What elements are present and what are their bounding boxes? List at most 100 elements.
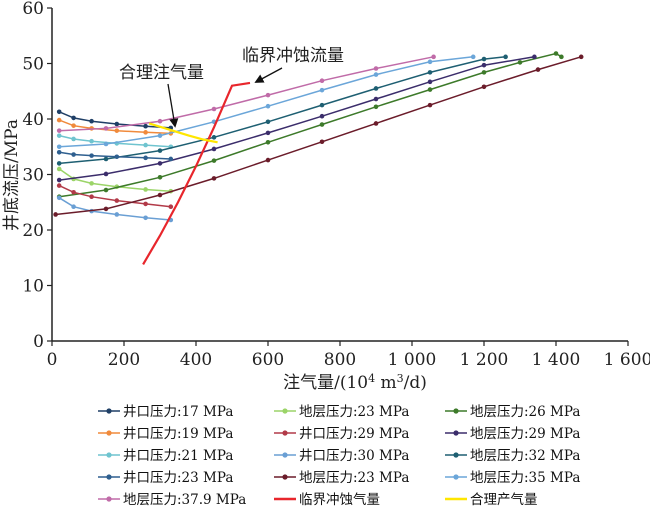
data-point — [89, 194, 94, 199]
y-tick-label: 20 — [22, 221, 44, 241]
data-point — [427, 70, 433, 75]
data-point — [373, 66, 379, 71]
data-point — [56, 133, 62, 138]
data-point — [56, 195, 62, 201]
legend-marker — [106, 496, 112, 502]
data-point — [71, 204, 76, 209]
data-point — [470, 54, 476, 60]
series — [53, 54, 584, 217]
legend-marker — [106, 452, 112, 458]
data-point — [143, 215, 148, 221]
legend-marker — [282, 430, 288, 436]
data-point — [89, 153, 94, 158]
data-point — [211, 106, 217, 112]
data-point — [71, 189, 76, 195]
series-layer — [53, 51, 584, 265]
data-point — [265, 130, 271, 136]
data-point — [265, 157, 271, 163]
series — [56, 183, 174, 209]
data-point — [265, 140, 271, 145]
legend-marker — [282, 452, 288, 458]
legend-marker — [106, 474, 112, 480]
legend-entry: 临界冲蚀气量 — [274, 492, 380, 508]
legend-label: 地层压力:29 MPa — [470, 426, 580, 442]
data-point — [157, 192, 163, 198]
data-point — [114, 121, 120, 127]
data-point — [319, 102, 325, 108]
data-point — [143, 201, 148, 207]
data-point — [481, 62, 487, 68]
legend-label: 地层压力:37.9 MPa — [123, 492, 246, 508]
annotation-arrow-erosion — [254, 67, 283, 83]
series — [148, 122, 218, 144]
legend-marker — [453, 474, 459, 480]
legend-label: 地层压力:32 MPa — [470, 448, 580, 464]
data-point — [517, 60, 523, 65]
legend-marker — [106, 408, 112, 414]
data-point — [56, 161, 62, 166]
legend-entry: 地层压力:23 MPa — [274, 470, 409, 486]
data-point — [481, 84, 487, 90]
series — [56, 51, 564, 199]
data-point — [319, 78, 325, 84]
series-line — [59, 56, 506, 165]
data-point — [427, 102, 433, 108]
data-point — [373, 72, 379, 77]
legend-entry: 地层压力:32 MPa — [445, 448, 580, 464]
data-point — [56, 166, 62, 172]
series — [56, 54, 508, 166]
data-point — [89, 181, 94, 186]
data-point — [427, 59, 433, 65]
x-tick-label: 800 — [324, 350, 356, 370]
data-point — [373, 104, 379, 110]
data-point — [373, 96, 379, 102]
legend-entry: 井口压力:23 MPa — [98, 470, 233, 486]
data-point — [319, 122, 325, 127]
legend-marker — [106, 430, 112, 436]
data-point — [373, 86, 379, 91]
series-line — [58, 111, 171, 129]
x-tick-label: 400 — [180, 350, 212, 370]
y-tick-label: 40 — [22, 110, 44, 130]
y-axis-title: 井底流压/MPa — [2, 119, 22, 231]
legend-label: 井口压力:23 MPa — [123, 470, 233, 486]
data-point — [114, 154, 120, 160]
legend-entry: 地层压力:37.9 MPa — [98, 492, 246, 508]
legend-label: 地层压力:23 MPa — [299, 470, 409, 486]
legend-label: 临界冲蚀气量 — [299, 492, 380, 508]
series-line — [58, 184, 171, 208]
x-axis-title: 注气量/(104 m3/d) — [283, 372, 427, 393]
data-point — [103, 171, 109, 177]
legend-label: 合理产气量 — [470, 492, 538, 508]
annotation-arrow-optimal — [167, 83, 179, 128]
annotation-critical-erosion: 临界冲蚀流量 — [242, 46, 344, 66]
y-tick-label: 50 — [22, 55, 44, 75]
y-tick-label: 0 — [33, 332, 44, 352]
x-tick-label: 1 400 — [532, 350, 581, 370]
series — [56, 166, 174, 194]
data-point — [103, 187, 109, 193]
axes-layer: 0 200 400 600 800 1 000 1 200 1 400 1 600 0 10 20 30… — [22, 0, 650, 370]
data-point — [56, 117, 62, 123]
x-tick-label: 0 — [47, 350, 58, 370]
data-point — [265, 119, 271, 125]
data-point — [157, 174, 163, 180]
data-point — [211, 176, 217, 181]
data-point — [265, 103, 271, 109]
data-point — [103, 141, 109, 147]
legend-entry: 地层压力:29 MPa — [445, 426, 580, 442]
series — [56, 54, 476, 150]
data-point — [319, 113, 325, 119]
data-point — [532, 54, 537, 60]
data-point — [53, 212, 58, 217]
legend: 井口压力:17 MPa 地层压力:23 MPa 地层压力:26 MPa 井口压力:19… — [98, 404, 580, 508]
series-line — [58, 168, 171, 192]
data-point — [319, 139, 325, 145]
data-point — [143, 155, 148, 161]
legend-label: 地层压力:23 MPa — [299, 404, 409, 420]
legend-label: 井口压力:19 MPa — [123, 426, 233, 442]
data-point — [143, 130, 148, 135]
data-point — [143, 142, 148, 148]
series-line — [59, 56, 535, 181]
data-point — [56, 150, 62, 155]
